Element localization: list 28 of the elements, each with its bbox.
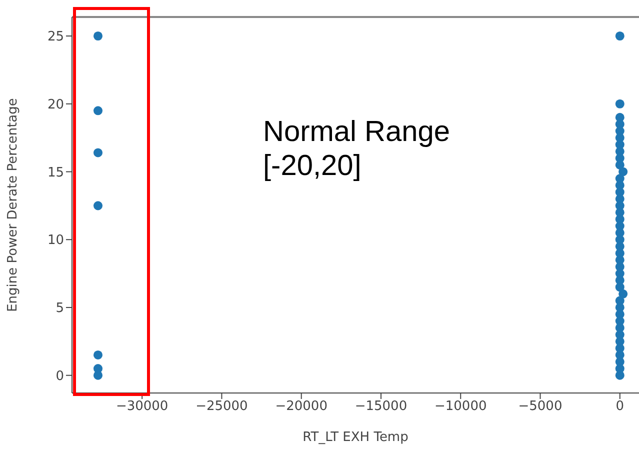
y-tick-label: 10 [47,233,64,248]
x-tick-label: −10000 [434,399,487,414]
point [618,289,628,298]
x-tick-label: −20000 [275,399,328,414]
point [618,167,628,176]
point [615,32,624,41]
annotation: Normal Range [-20,20] [263,115,450,183]
point [93,350,103,360]
y-tick-label: 25 [47,30,64,45]
y-axis-title: Engine Power Derate Percentage [6,98,21,312]
y-tick-label: 5 [56,301,64,316]
y-tick-label: 0 [56,368,64,384]
x-tick-label: −15000 [354,399,408,414]
point [93,148,103,158]
point [93,370,103,380]
y-tick-label: 20 [47,97,64,112]
x-tick-label: 0 [616,399,624,414]
x-tick-label: −5000 [518,399,562,414]
point [93,201,103,210]
point [615,296,624,306]
point [615,99,624,108]
point [93,106,103,116]
y-tick-label: 15 [47,165,64,180]
point [93,32,103,41]
point [615,112,624,122]
x-axis-title: RT_LT EXH Temp [302,430,408,445]
x-tick-label: −25000 [196,399,248,414]
x-tick-label: −30000 [116,399,168,414]
